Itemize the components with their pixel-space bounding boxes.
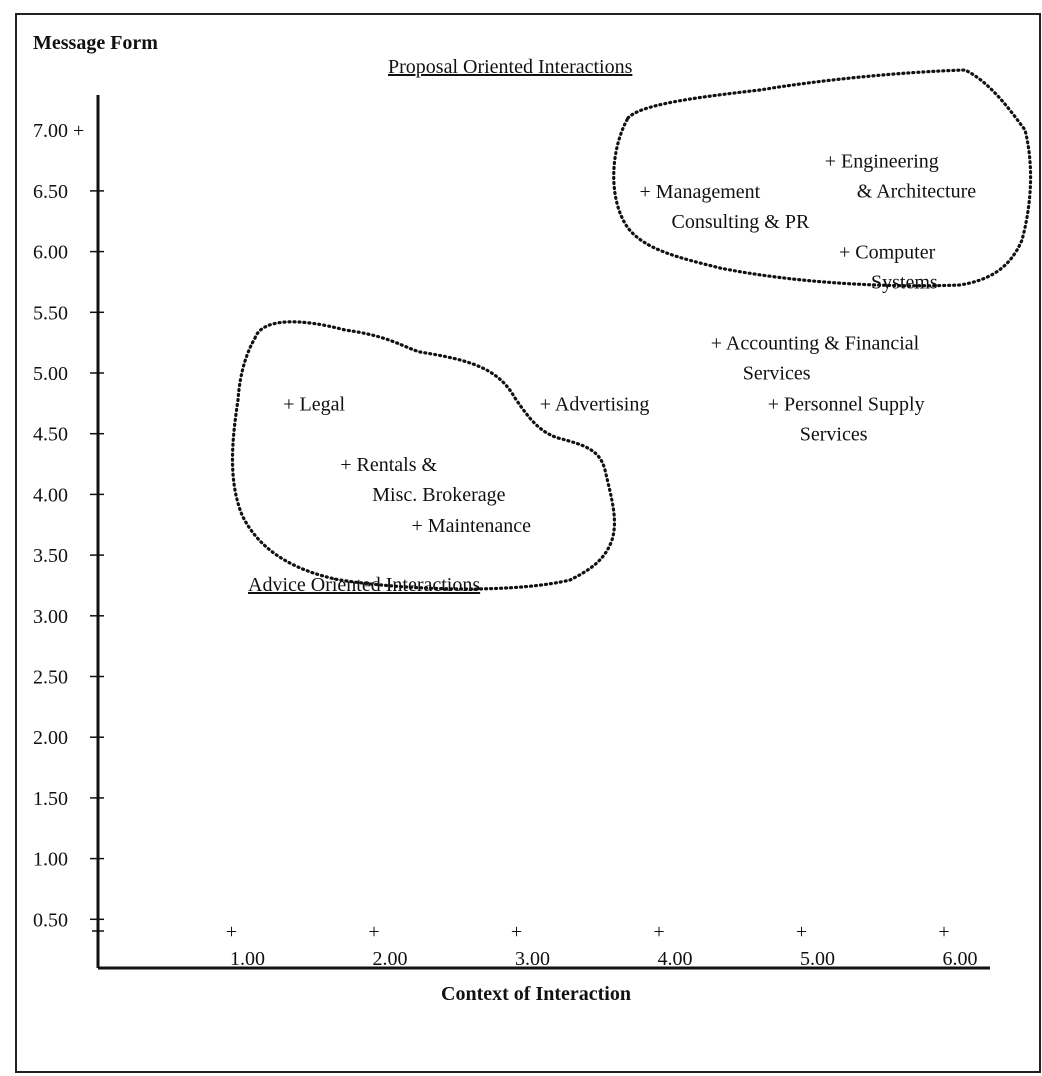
data-point: + Management Consulting & PR <box>640 181 810 233</box>
x-tick-label: 5.00 <box>800 948 835 970</box>
data-point-label-line: + Legal <box>283 393 345 415</box>
x-tick-mark: + <box>796 921 807 943</box>
data-point-label-line: + Computer <box>839 242 936 264</box>
data-point-label-line: + Engineering <box>825 151 939 173</box>
x-tick-mark: + <box>226 921 237 943</box>
data-point-label-line: & Architecture <box>857 181 977 203</box>
data-point-label: + Engineering & Architecture <box>825 151 977 203</box>
data-point-label-line: + Personnel Supply <box>768 393 925 415</box>
y-tick-label: 3.00 <box>33 606 68 628</box>
x-ticks: +1.00 +2.00 +3.00 +4.00 +5.00 +6.00 <box>226 921 978 970</box>
data-point-label-line: + Rentals & <box>340 454 437 476</box>
data-point-label-line: Services <box>800 423 868 445</box>
data-point: + Legal <box>283 393 345 415</box>
x-tick-mark: + <box>938 921 949 943</box>
x-axis-title: Context of Interaction <box>441 983 631 1005</box>
data-point-label: + Legal <box>283 393 345 415</box>
data-point-label-line: + Accounting & Financial <box>711 333 920 355</box>
region-label-proposal: Proposal Oriented Interactions <box>388 56 633 78</box>
data-point-label: + Accounting & Financial Services <box>711 333 920 385</box>
y-tick-label: 6.50 <box>33 181 68 203</box>
y-tick-label: 4.50 <box>33 424 68 446</box>
region-outline-proposal <box>612 68 1033 288</box>
y-ticks: 7.00 + 6.50 6.00 5.50 5.00 4.50 4.00 3.50 3.00 2.… <box>33 120 104 932</box>
y-tick-label: 3.50 <box>33 545 68 567</box>
data-point-label: + Computer Systems <box>839 242 938 294</box>
data-point: + Rentals & Misc. Brokerage <box>340 454 505 506</box>
data-point-label: + Personnel Supply Services <box>768 393 925 445</box>
x-tick-label: 6.00 <box>943 948 978 970</box>
data-point-label-line: Services <box>743 363 811 385</box>
data-point-label-line: + Advertising <box>540 393 650 415</box>
y-tick-label: 2.00 <box>33 727 68 749</box>
x-tick-label: 2.00 <box>373 948 408 970</box>
region-outline-advice <box>230 320 617 591</box>
data-point: + Engineering & Architecture <box>825 151 977 203</box>
data-point: + Computer Systems <box>839 242 938 294</box>
y-axis-title: Message Form <box>33 32 158 54</box>
data-point: + Accounting & Financial Services <box>711 333 920 385</box>
data-point-label-line: Consulting & PR <box>672 211 810 233</box>
y-tick-label: 1.00 <box>33 849 68 871</box>
data-point-label: + Advertising <box>540 393 650 415</box>
y-tick-label: 6.00 <box>33 242 68 264</box>
data-point-label-line: Systems <box>871 272 938 294</box>
region-label-advice: Advice Oriented Interactions <box>248 574 480 596</box>
y-tick-label: 2.50 <box>33 667 68 689</box>
x-tick-mark: + <box>653 921 664 943</box>
x-tick-label: 4.00 <box>658 948 693 970</box>
data-point: + Advertising <box>540 393 650 415</box>
y-tick-label: 5.50 <box>33 302 68 324</box>
x-tick-label: 1.00 <box>230 948 265 970</box>
chart-border <box>15 13 1041 1073</box>
data-point: + Maintenance <box>412 515 532 537</box>
data-point-label: + Maintenance <box>412 515 532 537</box>
data-points: + Legal + Rentals & Misc. Brokerage + Maint… <box>283 151 976 537</box>
y-tick-label: 0.50 <box>33 909 68 931</box>
region-outlines <box>230 68 1033 591</box>
x-tick-mark: + <box>368 921 379 943</box>
y-tick-label: 7.00 + <box>33 120 84 142</box>
x-tick-label: 3.00 <box>515 948 550 970</box>
data-point-label-line: Misc. Brokerage <box>372 484 505 506</box>
data-point: + Personnel Supply Services <box>768 393 925 445</box>
data-point-label-line: + Management <box>640 181 761 203</box>
data-point-label: + Management Consulting & PR <box>640 181 810 233</box>
y-tick-label: 4.00 <box>33 484 68 506</box>
y-tick-label: 1.50 <box>33 788 68 810</box>
axes <box>96 95 990 970</box>
data-point-label: + Rentals & Misc. Brokerage <box>340 454 505 506</box>
x-tick-mark: + <box>511 921 522 943</box>
data-point-label-line: + Maintenance <box>412 515 532 537</box>
y-tick-label: 5.00 <box>33 363 68 385</box>
